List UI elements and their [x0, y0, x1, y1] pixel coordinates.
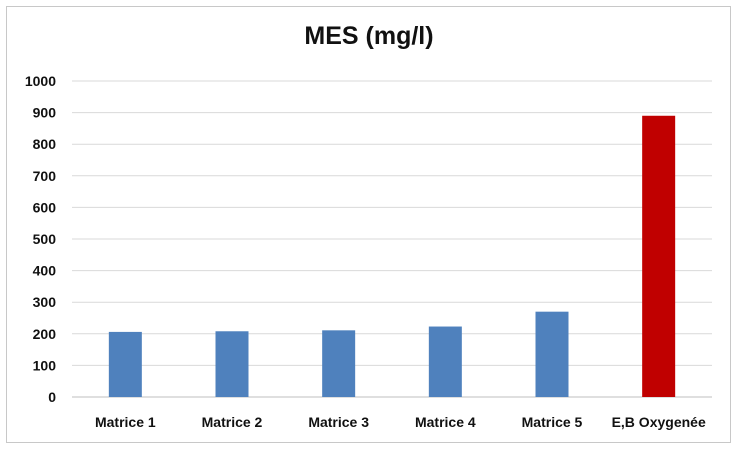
bar [428, 326, 462, 397]
x-tick-label: Matrice 4 [415, 414, 476, 430]
y-tick-label: 100 [33, 357, 57, 373]
x-tick-label: Matrice 1 [95, 414, 156, 430]
y-tick-label: 900 [33, 105, 57, 121]
x-tick-label: Matrice 2 [202, 414, 263, 430]
bar [642, 115, 676, 397]
y-tick-label: 200 [33, 326, 57, 342]
x-tick-label: Matrice 3 [308, 414, 369, 430]
bar [322, 330, 356, 397]
x-tick-label: Matrice 5 [522, 414, 583, 430]
y-tick-label: 0 [48, 389, 56, 405]
y-tick-label: 1000 [25, 73, 56, 89]
bar [108, 331, 142, 397]
y-tick-label: 700 [33, 168, 57, 184]
chart-title: MES (mg/l) [304, 22, 434, 50]
y-tick-label: 400 [33, 263, 57, 279]
y-tick-label: 800 [33, 136, 57, 152]
y-tick-label: 300 [33, 294, 57, 310]
bar [535, 311, 569, 397]
y-tick-label: 600 [33, 199, 57, 215]
y-tick-label: 500 [33, 231, 57, 247]
bar [215, 331, 249, 397]
x-tick-label: E,B Oxygenée [612, 414, 706, 430]
